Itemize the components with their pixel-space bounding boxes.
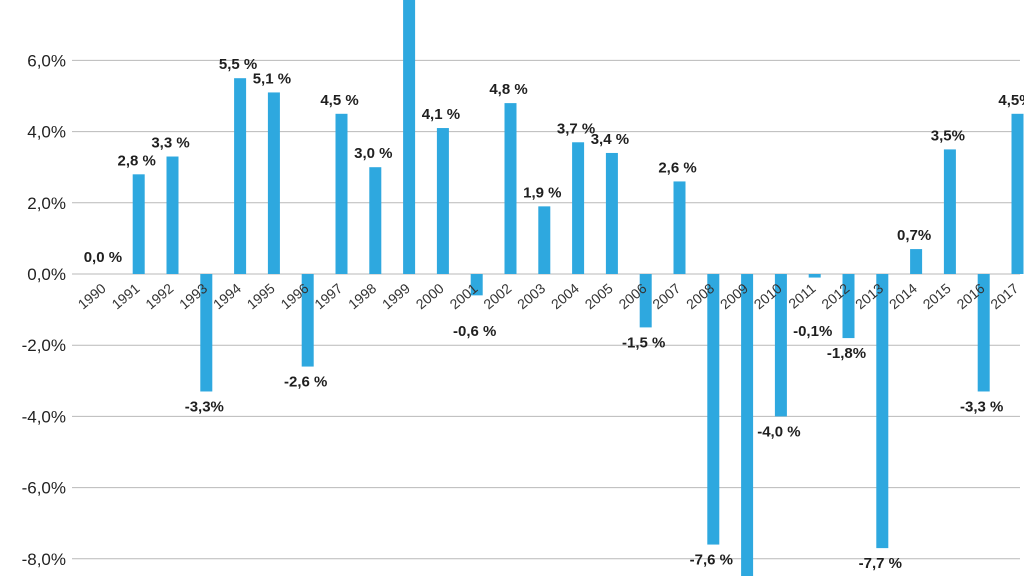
bar — [234, 78, 247, 274]
x-tick-label: 2004 — [548, 280, 582, 312]
data-label: -0,1% — [793, 323, 832, 340]
bars — [132, 0, 1024, 576]
x-tick-label: 1999 — [379, 280, 413, 312]
bar — [842, 274, 855, 339]
bar — [403, 0, 416, 274]
data-label: 3,4 % — [591, 131, 629, 148]
y-tick-label: -6,0% — [22, 479, 66, 498]
x-tick-label: 2011 — [785, 280, 819, 312]
x-tick-label: 2000 — [413, 280, 447, 312]
grid-lines — [72, 59, 1020, 560]
data-label: 2,6 % — [658, 159, 696, 176]
data-label: 3,0 % — [354, 145, 392, 162]
data-label: 4,5% — [998, 92, 1024, 109]
x-tick-label: 1990 — [75, 280, 109, 312]
y-tick-label: 6,0% — [27, 51, 66, 70]
bar — [267, 92, 280, 274]
bar — [707, 274, 720, 545]
bar — [808, 274, 821, 278]
x-tick-label: 1998 — [345, 280, 379, 312]
data-label: 1,9 % — [523, 184, 561, 201]
bar — [436, 128, 449, 274]
bar — [200, 274, 213, 392]
data-label: -1,8% — [827, 345, 866, 362]
y-tick-label: 0,0% — [27, 265, 66, 284]
x-tick-label: 2002 — [480, 280, 514, 312]
x-tick-label: 2017 — [987, 280, 1021, 312]
data-label: -3,3 % — [960, 398, 1003, 415]
x-tick-label: 2007 — [649, 280, 683, 312]
data-label: -2,6 % — [284, 374, 327, 391]
x-tick-label: 2015 — [920, 280, 954, 312]
bar — [572, 142, 585, 274]
bar — [301, 274, 314, 367]
x-tick-label: 1991 — [108, 280, 142, 312]
bar — [1011, 113, 1024, 274]
data-label: 0,0 % — [84, 249, 122, 266]
bar — [470, 274, 483, 296]
data-label: 3,7 % — [557, 120, 595, 137]
bar — [639, 274, 652, 328]
y-tick-label: -8,0% — [22, 550, 66, 569]
y-tick-label: 4,0% — [27, 123, 66, 142]
data-label: 2,8 % — [118, 152, 156, 169]
data-label: -4,0 % — [757, 423, 800, 440]
bar — [876, 274, 889, 549]
bar — [166, 156, 179, 274]
data-label: -1,5 % — [622, 334, 665, 351]
data-labels: 0,0 % 2,8 %3,3 % -3,3% 5,5 %5,1 % -2,6 % 4,5 … — [84, 56, 1024, 572]
data-label: -7,7 % — [859, 555, 902, 572]
data-label: 0,7% — [897, 227, 931, 244]
bar — [504, 103, 517, 275]
bar — [774, 274, 787, 417]
bar — [673, 181, 686, 274]
data-label: 3,5% — [931, 127, 965, 144]
y-axis-ticks: 6,0% 4,0% 2,0% 0,0% -2,0% -4,0% -6,0% -8,0% — [22, 51, 66, 568]
bar — [335, 113, 348, 274]
data-label: -3,3% — [185, 398, 224, 415]
x-tick-label: 1995 — [244, 280, 278, 312]
data-label: -0,6 % — [453, 323, 496, 340]
bar — [605, 152, 618, 274]
y-tick-label: -2,0% — [22, 336, 66, 355]
x-tick-label: 1994 — [210, 280, 244, 312]
bar — [538, 206, 551, 274]
bar — [943, 149, 956, 274]
y-tick-label: 2,0% — [27, 194, 66, 213]
x-tick-label: 2005 — [582, 280, 616, 312]
x-tick-label: 1997 — [311, 280, 345, 312]
bar — [741, 274, 754, 576]
x-tick-label: 2014 — [886, 280, 920, 312]
x-tick-label: 2003 — [514, 280, 548, 312]
data-label: 5,1 % — [253, 70, 291, 87]
bar — [910, 249, 923, 274]
data-label: 4,1 % — [422, 106, 460, 123]
data-label: -7,6 % — [690, 552, 733, 569]
data-label: 4,5 % — [320, 92, 358, 109]
x-tick-label: 1992 — [142, 280, 176, 312]
bar — [977, 274, 990, 392]
y-tick-label: -4,0% — [22, 407, 66, 426]
bar — [369, 167, 382, 274]
data-label: 5,5 % — [219, 56, 257, 73]
data-label: 3,3 % — [151, 135, 189, 152]
bar — [132, 174, 145, 274]
data-label: 4,8 % — [489, 81, 527, 98]
